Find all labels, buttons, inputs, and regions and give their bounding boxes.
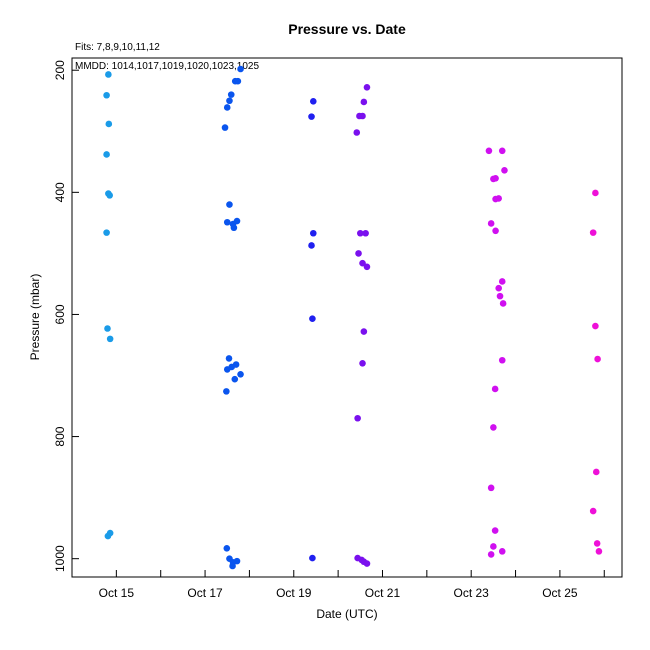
series-4 bbox=[353, 84, 371, 567]
x-axis-label: Date (UTC) bbox=[316, 607, 377, 621]
x-tick-label: Oct 23 bbox=[454, 586, 490, 600]
data-point bbox=[223, 104, 231, 111]
data-point bbox=[487, 484, 495, 492]
fits-annotation: Fits: 7,8,9,10,11,12 bbox=[75, 42, 160, 53]
data-point bbox=[485, 147, 493, 155]
data-point bbox=[104, 532, 112, 540]
data-point bbox=[309, 98, 317, 105]
chart-title: Pressure vs. Date bbox=[288, 21, 406, 37]
plot-frame bbox=[71, 57, 623, 578]
data-point bbox=[492, 227, 499, 235]
y-tick-label: 800 bbox=[53, 426, 67, 446]
y-axis-label: Pressure (mbar) bbox=[28, 274, 42, 361]
data-point bbox=[308, 113, 315, 120]
data-point bbox=[490, 175, 497, 183]
data-point bbox=[490, 424, 497, 431]
data-point bbox=[237, 370, 244, 378]
series-3 bbox=[308, 98, 317, 562]
data-point bbox=[309, 554, 316, 562]
x-tick-label: Oct 21 bbox=[365, 586, 401, 600]
data-point bbox=[354, 414, 361, 422]
data-point bbox=[359, 112, 366, 120]
data-point bbox=[106, 335, 114, 343]
data-point bbox=[234, 77, 242, 85]
data-point bbox=[592, 322, 599, 330]
data-point bbox=[226, 201, 233, 208]
y-tick-label: 600 bbox=[53, 304, 67, 324]
data-point bbox=[103, 229, 110, 236]
data-point bbox=[501, 167, 508, 174]
y-tick-label: 200 bbox=[53, 60, 67, 80]
data-point bbox=[490, 543, 497, 550]
data-point bbox=[105, 71, 112, 78]
data-point bbox=[225, 355, 233, 362]
data-point bbox=[499, 300, 507, 307]
data-point bbox=[498, 278, 506, 285]
data-point bbox=[487, 220, 495, 227]
x-tick-label: Oct 19 bbox=[276, 586, 312, 600]
y-tick-label: 400 bbox=[53, 182, 67, 202]
data-point bbox=[593, 540, 601, 547]
data-point bbox=[363, 84, 371, 91]
data-point bbox=[230, 224, 238, 232]
data-point bbox=[353, 129, 361, 136]
series-2 bbox=[221, 65, 244, 570]
data-point bbox=[491, 385, 499, 393]
x-tick-label: Oct 17 bbox=[187, 586, 223, 600]
data-point bbox=[498, 147, 506, 155]
data-point bbox=[223, 366, 231, 373]
data-point bbox=[231, 375, 239, 383]
data-point bbox=[103, 91, 110, 99]
series-6 bbox=[589, 189, 603, 555]
data-point bbox=[357, 229, 364, 237]
data-point bbox=[495, 284, 502, 292]
x-tick-label: Oct 15 bbox=[99, 586, 135, 600]
mmdd-annotation: MMDD: 1014,1017,1019,1020,1023,1025 bbox=[75, 61, 259, 72]
data-point bbox=[223, 388, 230, 395]
data-point bbox=[496, 292, 504, 300]
data-point bbox=[360, 328, 368, 335]
data-point bbox=[104, 325, 111, 332]
data-point bbox=[363, 560, 371, 567]
data-point bbox=[359, 359, 366, 367]
data-point bbox=[223, 545, 231, 552]
series-5 bbox=[485, 147, 508, 558]
data-point bbox=[592, 189, 599, 197]
data-point bbox=[309, 315, 316, 323]
data-point bbox=[589, 229, 597, 236]
data-point bbox=[594, 355, 601, 363]
data-point bbox=[237, 65, 244, 73]
data-point bbox=[491, 527, 499, 534]
data-point bbox=[492, 195, 499, 203]
data-point bbox=[589, 507, 597, 515]
x-tick-label: Oct 25 bbox=[542, 586, 578, 600]
series-1 bbox=[103, 71, 114, 540]
data-point bbox=[103, 151, 110, 158]
data-point bbox=[227, 91, 235, 98]
data-point bbox=[595, 548, 603, 555]
data-point bbox=[105, 120, 113, 128]
data-point bbox=[360, 98, 368, 106]
data-point bbox=[221, 124, 229, 131]
data-point bbox=[498, 356, 506, 364]
data-point bbox=[223, 218, 231, 226]
y-axis: 200 400 600 800 1000 bbox=[53, 60, 79, 572]
data-point bbox=[592, 468, 600, 476]
data-point bbox=[363, 263, 371, 271]
data-point bbox=[229, 562, 236, 570]
y-tick-label: 1000 bbox=[53, 545, 67, 572]
data-point bbox=[226, 97, 233, 105]
data-point bbox=[362, 229, 369, 237]
data-point bbox=[498, 548, 506, 555]
data-point bbox=[308, 242, 315, 249]
data-point bbox=[309, 229, 317, 237]
x-axis: Oct 15 Oct 17 Oct 19 Oct 21 Oct 23 Oct 25 bbox=[99, 570, 605, 600]
data-point bbox=[487, 551, 495, 558]
data-point bbox=[359, 259, 366, 267]
data-points bbox=[103, 65, 603, 570]
data-point bbox=[355, 250, 362, 257]
data-point bbox=[106, 192, 114, 199]
